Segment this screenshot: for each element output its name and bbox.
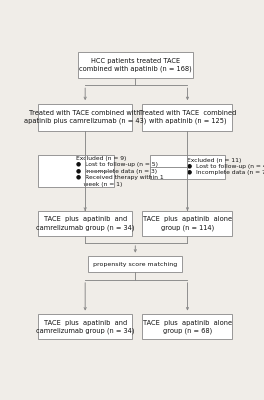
- FancyBboxPatch shape: [38, 211, 132, 236]
- FancyBboxPatch shape: [143, 211, 233, 236]
- Text: Treated with TACE combined with
apatinib plus camrelizumab (n = 43): Treated with TACE combined with apatinib…: [24, 110, 146, 124]
- FancyBboxPatch shape: [143, 314, 233, 339]
- FancyBboxPatch shape: [143, 104, 233, 131]
- FancyBboxPatch shape: [38, 104, 132, 131]
- FancyBboxPatch shape: [150, 154, 225, 178]
- Text: TACE  plus  apatinib  alone
group (n = 114): TACE plus apatinib alone group (n = 114): [143, 216, 232, 231]
- Text: Excluded (n = 11)
●  Lost to follow-up (n = 4)
●  Incomplete data (n = 7): Excluded (n = 11) ● Lost to follow-up (n…: [187, 158, 264, 176]
- Text: TACE  plus  apatinib  and
camrelizumab group (n = 34): TACE plus apatinib and camrelizumab grou…: [36, 320, 134, 334]
- Text: Excluded (n = 9)
●  Lost to follow-up (n = 5)
●  Incomplete data (n = 3)
●  Rece: Excluded (n = 9) ● Lost to follow-up (n …: [76, 156, 164, 186]
- Text: TACE  plus  apatinib  and
camrelizumab group (n = 34): TACE plus apatinib and camrelizumab grou…: [36, 216, 134, 231]
- Text: HCC patients treated TACE
combined with apatinib (n = 168): HCC patients treated TACE combined with …: [79, 58, 192, 72]
- FancyBboxPatch shape: [38, 155, 114, 187]
- FancyBboxPatch shape: [88, 256, 182, 272]
- FancyBboxPatch shape: [38, 314, 132, 339]
- Text: TACE  plus  apatinib  alone
group (n = 68): TACE plus apatinib alone group (n = 68): [143, 320, 232, 334]
- Text: propensity score matching: propensity score matching: [93, 262, 177, 267]
- FancyBboxPatch shape: [78, 52, 193, 78]
- Text: Treated with TACE  combined
with apatinib (n = 125): Treated with TACE combined with apatinib…: [139, 110, 236, 124]
